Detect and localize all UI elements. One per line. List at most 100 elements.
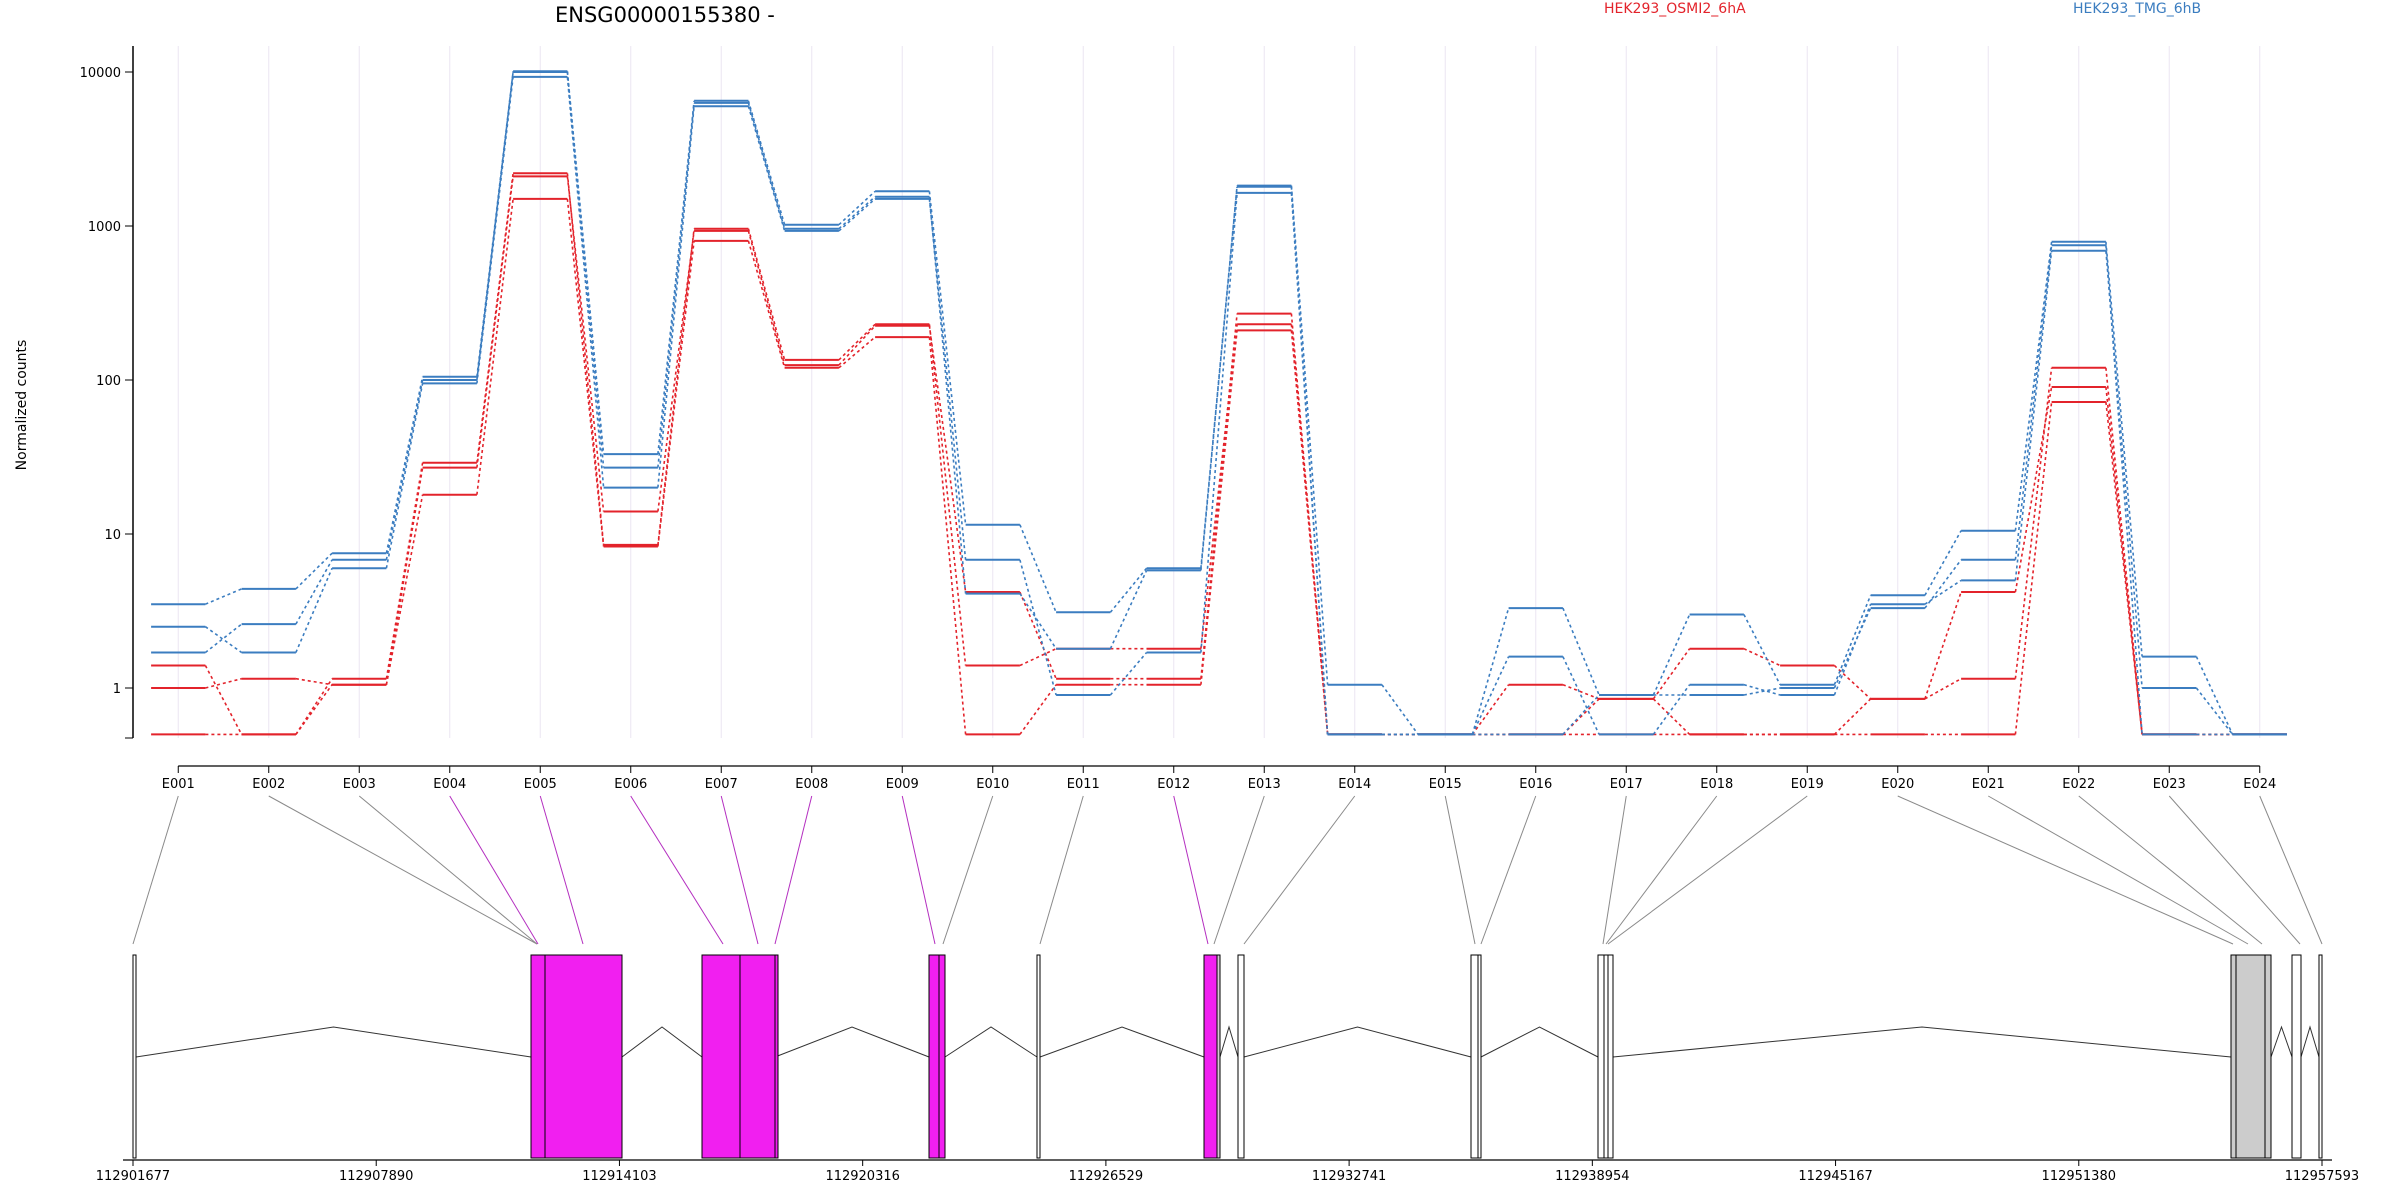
exon-box <box>928 954 940 1159</box>
legend-label-osmi: HEK293_OSMI2_6hA <box>1604 1 1746 17</box>
series-segments <box>151 75 2287 736</box>
exon-box <box>1203 954 1218 1159</box>
exon-box <box>2318 954 2323 1159</box>
exon-box <box>1216 954 1221 1159</box>
intron-line <box>1480 1026 1599 1058</box>
genome-coord-label: 112926529 <box>1069 1169 1143 1184</box>
connector-E001 <box>132 795 179 945</box>
series-transitions <box>205 176 2233 736</box>
exon-box <box>132 954 137 1159</box>
x-tick-label-E019: E019 <box>1791 777 1824 792</box>
exon-box <box>1237 954 1245 1159</box>
intron-line <box>2300 1025 2320 1058</box>
x-tick-label-E013: E013 <box>1248 777 1281 792</box>
x-tick-label-E010: E010 <box>976 777 1009 792</box>
exon-box <box>544 954 623 1159</box>
exon-box <box>739 954 776 1159</box>
connector-E003 <box>358 795 538 945</box>
connector-E019 <box>1607 795 1808 945</box>
exon-box <box>938 954 946 1159</box>
series-segments <box>151 172 2287 736</box>
intron-line <box>774 1026 930 1058</box>
x-tick-label-E002: E002 <box>252 777 285 792</box>
x-tick-label-E024: E024 <box>2243 777 2276 792</box>
x-tick-label-E023: E023 <box>2153 777 2186 792</box>
x-tick-label-E015: E015 <box>1429 777 1462 792</box>
x-tick-label-E021: E021 <box>1972 777 2005 792</box>
x-tick-label-E017: E017 <box>1610 777 1643 792</box>
series-transitions <box>205 71 2234 735</box>
x-tick-label-E018: E018 <box>1700 777 1733 792</box>
genome-coord-label: 112907890 <box>339 1169 413 1184</box>
genome-coord-label: 112901677 <box>96 1169 170 1184</box>
x-tick-label-E003: E003 <box>343 777 376 792</box>
exon-box <box>2235 954 2266 1159</box>
intron-line <box>621 1026 703 1058</box>
connector-E014 <box>1243 795 1356 945</box>
series-transitions <box>204 71 2233 736</box>
x-tick-label-E011: E011 <box>1067 777 1100 792</box>
intron-line <box>1039 1026 1205 1058</box>
genome-coord-label: 112957593 <box>2285 1169 2359 1184</box>
x-tick-label-E001: E001 <box>162 777 195 792</box>
series-osmi-1 <box>151 175 2287 736</box>
genome-coord-label: 112938954 <box>1555 1169 1629 1184</box>
connector-E011 <box>1039 795 1084 945</box>
exon-box <box>1470 954 1479 1159</box>
exon-connectors <box>132 795 2323 945</box>
connector-E015 <box>1444 795 1476 945</box>
y-tick-label: 10 <box>104 528 121 543</box>
genome-coord-label: 112932741 <box>1312 1169 1386 1184</box>
x-tick-label-E014: E014 <box>1338 777 1371 792</box>
series-segments <box>151 70 2287 736</box>
series-transitions <box>204 76 2234 736</box>
exon-box <box>774 954 779 1159</box>
connector-E024 <box>2259 795 2323 945</box>
exon-box <box>2291 954 2302 1159</box>
y-tick-label: 100 <box>96 374 121 389</box>
y-tick-label: 10000 <box>80 66 121 81</box>
connector-E012 <box>1173 795 1209 945</box>
series-tmg-3 <box>151 70 2287 736</box>
connector-E018 <box>1605 795 1718 945</box>
x-tick-label-E022: E022 <box>2062 777 2095 792</box>
intron-line <box>1612 1026 2232 1058</box>
x-tick-label-E005: E005 <box>524 777 557 792</box>
intron-line <box>135 1026 532 1058</box>
exon-box <box>701 954 741 1159</box>
connector-E007 <box>720 795 759 945</box>
y-tick-label: 1000 <box>88 220 121 235</box>
gene-model: 112901677 112907890 112914103 112920316 1129… <box>96 954 2359 1184</box>
connector-E021 <box>1988 795 2249 945</box>
genome-coord-label: 112951380 <box>2042 1169 2116 1184</box>
connector-E004 <box>449 795 539 945</box>
x-tick-label-E016: E016 <box>1519 777 1552 792</box>
series-tmg-5 <box>151 71 2287 736</box>
intron-line <box>2270 1025 2293 1058</box>
x-tick-label-E006: E006 <box>614 777 647 792</box>
connector-E002 <box>268 795 538 945</box>
connector-E005 <box>539 795 584 945</box>
gridlines <box>177 46 2261 738</box>
intron-line <box>1219 1025 1239 1058</box>
exon-box <box>2264 954 2272 1159</box>
exon-box <box>1603 954 1609 1159</box>
y-axis-label: Normalized counts <box>14 340 30 471</box>
exon-box <box>1477 954 1482 1159</box>
chart-title: ENSG00000155380 - <box>555 3 775 27</box>
genome-coord-label: 112945167 <box>1798 1169 1872 1184</box>
x-tick-label-E012: E012 <box>1157 777 1190 792</box>
connector-E013 <box>1213 795 1265 945</box>
series-osmi-2 <box>151 172 2287 736</box>
y-tick-label: 1 <box>113 682 121 697</box>
series-lines <box>151 70 2287 736</box>
exon-box <box>2230 954 2237 1159</box>
series-segments <box>151 175 2287 736</box>
x-tick-label-E008: E008 <box>795 777 828 792</box>
series-tmg-4 <box>151 75 2287 736</box>
series-segments <box>151 71 2287 736</box>
exon-box <box>1036 954 1041 1159</box>
series-transitions <box>205 173 2233 736</box>
genome-coord-label: 112920316 <box>825 1169 899 1184</box>
